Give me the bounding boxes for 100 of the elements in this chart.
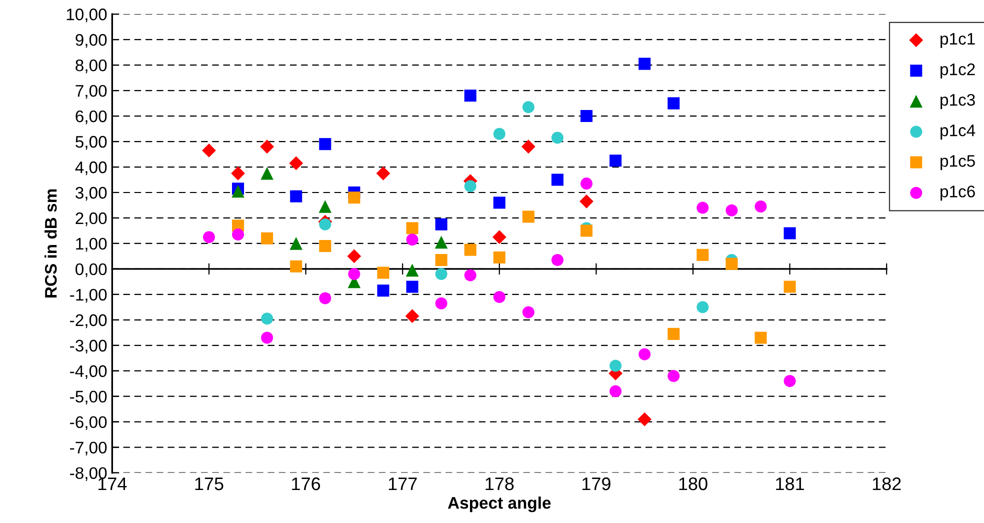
point: [347, 249, 362, 264]
point: [726, 204, 738, 216]
point: [405, 309, 420, 324]
point: [232, 184, 244, 198]
point: [348, 268, 360, 280]
y-tick-label: 4,00: [75, 161, 107, 176]
point: [406, 222, 418, 234]
y-tick-label: -5,00: [70, 390, 107, 405]
y-tick-label: -6,00: [70, 416, 107, 430]
point: [522, 210, 534, 223]
point: [784, 227, 796, 240]
y-tick-label: 0,00: [76, 263, 107, 278]
point: [521, 140, 536, 154]
y-tick-label: 8,00: [76, 59, 107, 74]
point: [493, 196, 506, 209]
point: [290, 237, 302, 250]
point: [551, 254, 564, 266]
x-tick-label: 181: [776, 477, 804, 490]
point: [522, 101, 534, 114]
point: [319, 218, 332, 230]
point: [551, 174, 564, 186]
point: [464, 90, 476, 102]
point: [610, 360, 622, 372]
point: [319, 240, 332, 252]
point: [493, 251, 506, 264]
y-tick-label: -3,00: [70, 340, 107, 354]
point: [696, 202, 709, 214]
point: [319, 292, 332, 304]
point: [435, 297, 448, 310]
point: [231, 166, 245, 180]
x-tick-label: 179: [582, 477, 610, 490]
x-tick-label: 175: [195, 478, 224, 490]
point: [668, 370, 680, 382]
point: [522, 306, 534, 318]
point: [784, 375, 796, 388]
point: [318, 200, 332, 213]
point: [464, 244, 476, 256]
y-tick-label: 10,00: [66, 8, 107, 22]
point: [610, 154, 622, 167]
point: [493, 290, 506, 303]
point: [260, 166, 274, 180]
y-tick-label: 7,00: [76, 84, 107, 99]
x-tick-label: 182: [872, 477, 901, 490]
point: [696, 301, 709, 314]
point: [290, 260, 302, 272]
legend-label: p1c5: [940, 155, 975, 170]
point: [696, 248, 709, 261]
legend-label: p1c4: [940, 124, 976, 140]
y-tick-label: -7,00: [70, 442, 107, 456]
point: [638, 58, 651, 70]
x-axis-title: Aspect angle: [448, 496, 551, 512]
point: [638, 348, 651, 360]
point: [232, 228, 244, 241]
legend-label: p1c6: [940, 186, 975, 201]
y-tick-label: 1,00: [76, 238, 107, 252]
point: [290, 190, 302, 202]
point: [668, 328, 680, 340]
point: [580, 194, 594, 208]
point: [406, 234, 418, 246]
point: [434, 236, 448, 249]
legend-label: p1c1: [940, 33, 975, 48]
point: [377, 284, 390, 297]
point: [754, 332, 767, 344]
point: [551, 132, 564, 144]
point: [376, 166, 390, 180]
point: [784, 280, 796, 293]
y-tick-label: 2,00: [76, 212, 107, 226]
point: [580, 224, 593, 237]
point: [580, 178, 593, 190]
point: [580, 110, 593, 122]
point: [464, 269, 476, 282]
y-tick-label: -1,00: [70, 288, 107, 303]
y-tick-label: -2,00: [70, 314, 107, 328]
point: [260, 140, 274, 154]
legend-label: p1c2: [940, 63, 975, 79]
point: [435, 254, 448, 266]
y-tick-label: -4,00: [70, 365, 107, 380]
x-tick-label: 176: [292, 477, 320, 490]
y-tick-label: 9,00: [76, 34, 107, 48]
point: [435, 268, 448, 280]
x-tick-label: 178: [486, 477, 514, 490]
y-tick-label: 6,00: [76, 110, 107, 124]
point: [610, 385, 622, 398]
x-tick-label: 177: [388, 478, 417, 490]
point: [261, 332, 274, 344]
point: [406, 264, 419, 277]
legend-label: p1c3: [940, 94, 975, 110]
point: [668, 97, 680, 110]
point: [726, 258, 738, 270]
y-axis-title: RCS in dB sm: [44, 189, 57, 298]
point: [348, 192, 360, 204]
point: [492, 230, 506, 244]
point: [261, 312, 274, 325]
point: [435, 218, 448, 230]
y-tick-label: 5,00: [76, 136, 107, 150]
point: [202, 144, 216, 158]
point: [319, 138, 332, 150]
point: [261, 232, 274, 244]
point: [493, 128, 506, 140]
point: [377, 266, 390, 279]
